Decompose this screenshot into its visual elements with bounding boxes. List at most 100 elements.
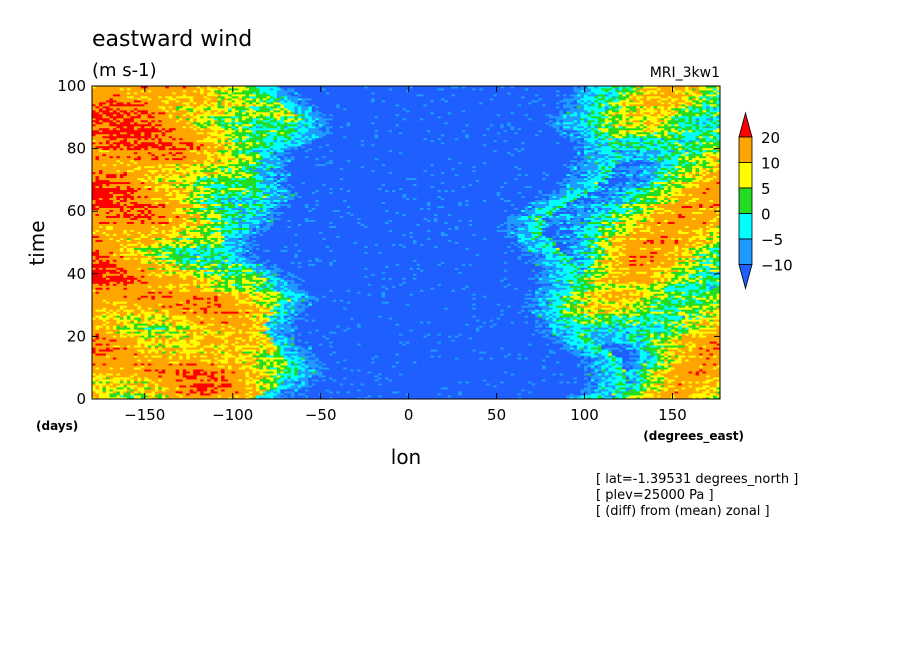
heatmap-cell <box>151 313 156 316</box>
heatmap-cell <box>123 249 128 252</box>
heatmap-cell <box>447 395 452 398</box>
heatmap-cell <box>200 253 212 256</box>
heatmap-cell <box>105 283 110 286</box>
heatmap-cell <box>625 343 634 346</box>
heatmap-cell <box>629 259 637 262</box>
heatmap-cell <box>126 247 135 250</box>
heatmap-cell <box>105 347 110 350</box>
heatmap-cell <box>203 249 208 252</box>
heatmap-cell <box>576 363 581 366</box>
heatmap-cell <box>608 391 613 394</box>
heatmap-cell <box>416 241 456 244</box>
heatmap-cell <box>664 375 676 378</box>
heatmap-cell <box>92 243 121 246</box>
heatmap-cell <box>650 317 655 320</box>
heatmap-cell <box>531 261 543 264</box>
heatmap-cell <box>664 291 672 294</box>
heatmap-cell <box>304 369 309 372</box>
heatmap-cell <box>713 249 721 252</box>
heatmap-cell <box>193 283 198 286</box>
heatmap-cell <box>702 247 707 250</box>
heatmap-cell <box>325 237 428 240</box>
heatmap-cell <box>273 325 292 328</box>
heatmap-cell <box>189 331 194 334</box>
heatmap-cell <box>193 279 198 282</box>
heatmap-cell <box>625 397 637 400</box>
heatmap-cell <box>245 371 250 374</box>
heatmap-cell <box>615 335 623 338</box>
heatmap-cell <box>524 293 532 296</box>
heatmap-cell <box>140 359 149 362</box>
heatmap-cell <box>695 261 700 264</box>
heatmap-cell <box>207 307 260 310</box>
heatmap-cell <box>203 233 212 236</box>
heatmap-cell <box>650 337 655 340</box>
heatmap-cell <box>695 345 703 348</box>
heatmap-cell <box>528 343 532 346</box>
heatmap-cell <box>604 335 616 338</box>
heatmap-cell <box>576 301 581 304</box>
heatmap-cell <box>179 373 184 376</box>
heatmap-cell <box>189 301 208 304</box>
heatmap-cell <box>412 267 417 270</box>
heatmap-cell <box>674 261 679 264</box>
heatmap-cell <box>706 393 710 396</box>
heatmap-cell <box>259 255 295 258</box>
heatmap-cell <box>182 267 187 270</box>
heatmap-cell <box>709 321 721 324</box>
heatmap-cell <box>249 367 257 370</box>
heatmap-cell <box>109 251 114 254</box>
heatmap-cell <box>556 271 571 274</box>
heatmap-cell <box>311 319 316 322</box>
heatmap-cell <box>217 253 222 256</box>
heatmap-cell <box>304 309 501 312</box>
heatmap-cell <box>116 267 124 270</box>
heatmap-cell <box>671 361 683 364</box>
heatmap-cell <box>283 381 295 384</box>
heatmap-cell <box>119 249 124 252</box>
heatmap-cell <box>154 339 159 342</box>
heatmap-cell <box>242 253 253 256</box>
heatmap-cell <box>221 321 229 324</box>
heatmap-cell <box>137 267 142 270</box>
heatmap-cell <box>601 349 609 352</box>
heatmap-cell <box>643 317 651 320</box>
heatmap-cell <box>622 345 627 348</box>
heatmap-cell <box>161 263 166 266</box>
heatmap-cell <box>594 301 602 304</box>
heatmap-cell <box>608 331 613 334</box>
heatmap-cell <box>301 299 306 302</box>
heatmap-cell <box>154 351 159 354</box>
heatmap-cell <box>325 295 382 298</box>
heatmap-cell <box>168 253 180 256</box>
heatmap-cell <box>657 281 662 284</box>
heatmap-cell <box>95 375 107 378</box>
heatmap-cell <box>611 381 620 384</box>
heatmap-cell <box>399 361 414 364</box>
heatmap-cell <box>556 293 560 296</box>
heatmap-cell <box>308 367 313 370</box>
heatmap-cell <box>144 233 149 236</box>
heatmap-cell <box>364 251 369 254</box>
heatmap-cell <box>242 277 246 280</box>
heatmap-cell <box>294 381 302 384</box>
heatmap-cell <box>301 365 306 368</box>
heatmap-cell <box>695 241 703 244</box>
heatmap-cell <box>615 301 620 304</box>
heatmap-cell <box>678 343 686 346</box>
heatmap-cell <box>262 261 267 264</box>
heatmap-cell <box>147 261 152 264</box>
heatmap-cell <box>217 349 222 352</box>
heatmap-cell <box>549 251 553 254</box>
heatmap-cell <box>688 281 696 284</box>
heatmap-cell <box>594 357 599 360</box>
heatmap-cell <box>262 351 267 354</box>
heatmap-cell <box>615 321 620 324</box>
heatmap-cell <box>255 389 260 392</box>
heatmap-cell <box>158 323 163 326</box>
heatmap-cell <box>646 287 655 290</box>
heatmap-cell <box>315 383 341 386</box>
heatmap-cell <box>350 301 382 304</box>
heatmap-cell <box>189 269 194 272</box>
heatmap-cell <box>699 289 710 292</box>
